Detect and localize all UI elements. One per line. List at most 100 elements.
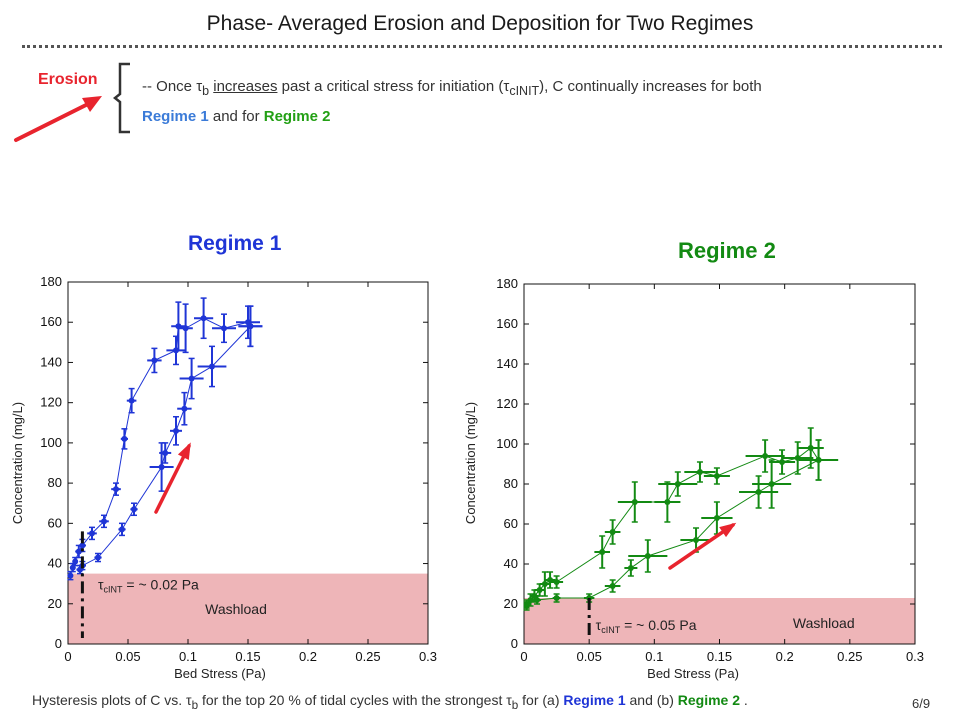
data-point [221, 325, 227, 332]
data-point [534, 597, 541, 603]
data-point [693, 537, 700, 543]
data-point [209, 363, 215, 370]
y-tick-label: 0 [511, 636, 518, 651]
data-point [762, 453, 769, 459]
trend-arrow-icon [668, 522, 737, 570]
y-tick-label: 20 [48, 596, 62, 611]
data-point [67, 572, 74, 579]
trend-arrow-shaft [668, 523, 735, 570]
x-tick-label: 0.2 [776, 649, 794, 664]
trend-arrow-head [177, 442, 191, 460]
figure-caption: Hysteresis plots of C vs. τb for the top… [32, 692, 748, 712]
data-point [664, 499, 671, 505]
data-point [173, 427, 179, 434]
data-point [599, 549, 606, 555]
data-point [182, 325, 189, 332]
data-point [121, 435, 128, 442]
x-tick-label: 0.05 [115, 649, 140, 664]
data-point [807, 445, 814, 451]
data-point [162, 449, 169, 456]
data-point [674, 481, 681, 487]
x-tick-label: 0.1 [645, 649, 663, 664]
data-point [188, 375, 195, 382]
washload-label: Washload [205, 601, 267, 617]
x-tick-label: 0.3 [906, 649, 924, 664]
y-tick-label: 80 [504, 476, 518, 491]
series-1 [523, 427, 839, 611]
x-tick-label: 0.25 [837, 649, 862, 664]
y-tick-label: 140 [40, 354, 62, 369]
series-1 [67, 297, 263, 581]
page-number: 6/9 [912, 696, 931, 711]
data-point [553, 595, 560, 601]
y-tick-label: 180 [40, 274, 62, 289]
data-point [536, 587, 543, 593]
y-tick-label: 180 [496, 276, 518, 291]
data-point [644, 553, 651, 559]
data-point [523, 601, 530, 607]
regime2-title: Regime 2 [678, 238, 776, 263]
trend-arrow-head [719, 522, 737, 538]
regime2-chart: 0 20 40 60 80 100 120 140 160 180 0 0.05 0.1 0.15 0.2 0… [463, 276, 924, 681]
slide-title: Phase- Averaged Erosion and Deposition f… [206, 12, 754, 35]
series-line [526, 459, 819, 605]
data-point [713, 473, 720, 479]
title-divider [22, 45, 942, 48]
data-point [89, 530, 95, 537]
y-axis-label: Concentration (mg/L) [463, 402, 478, 524]
series-2 [76, 305, 263, 575]
data-point [768, 481, 775, 487]
data-point [609, 583, 616, 589]
y-tick-label: 120 [40, 395, 62, 410]
y-tick-label: 140 [496, 356, 518, 371]
regime1-chart: 0 20 40 60 80 100 120 140 160 180 0 0.05 0.1 0.15 0.2 0… [10, 274, 437, 681]
y-tick-label: 160 [40, 314, 62, 329]
y-axis-label: Concentration (mg/L) [10, 402, 25, 524]
data-point [113, 486, 119, 493]
series-2 [523, 439, 839, 609]
y-tick-label: 100 [40, 435, 62, 450]
x-tick-label: 0.25 [355, 649, 380, 664]
washload-band [524, 598, 915, 644]
x-tick-label: 0.15 [707, 649, 732, 664]
data-point [815, 457, 822, 463]
y-tick-label: 80 [48, 475, 62, 490]
critical-stress-label: τcINT = ~ 0.05 Pa [596, 617, 697, 635]
washload-band [68, 573, 428, 644]
y-tick-label: 160 [496, 316, 518, 331]
y-tick-label: 120 [496, 396, 518, 411]
washload-label: Washload [793, 615, 855, 631]
critical-stress-label: τcINT = ~ 0.02 Pa [98, 577, 199, 595]
erosion-label: Erosion [38, 71, 98, 88]
bullet-regime2: Regime 2 [263, 108, 331, 125]
data-point [95, 554, 101, 561]
y-tick-label: 60 [504, 516, 518, 531]
data-point [119, 526, 125, 533]
data-point [200, 315, 207, 322]
left-brace [112, 62, 130, 134]
x-axis-label: Bed Stress (Pa) [174, 666, 266, 681]
erosion-bullet: -- Once τb increases past a critical str… [142, 78, 762, 125]
data-point [151, 357, 158, 364]
plot-frame [523, 283, 916, 645]
data-point [627, 565, 634, 571]
data-point [779, 459, 786, 465]
x-tick-label: 0.15 [235, 649, 260, 664]
data-point [101, 518, 107, 525]
series-line [69, 317, 251, 576]
x-tick-label: 0.05 [577, 649, 602, 664]
y-tick-label: 40 [504, 556, 518, 571]
data-point [128, 397, 135, 404]
data-point [696, 469, 703, 475]
x-axis-label: Bed Stress (Pa) [647, 666, 739, 681]
y-tick-label: 100 [496, 436, 518, 451]
bullet-regime1: Regime 1 [142, 108, 209, 125]
y-tick-label: 0 [55, 636, 62, 651]
data-point [609, 529, 616, 535]
trend-arrow-icon [154, 442, 191, 514]
data-point [131, 506, 137, 513]
data-point [158, 464, 165, 471]
y-tick-label: 20 [504, 596, 518, 611]
data-point [541, 581, 548, 587]
data-point [247, 323, 254, 330]
